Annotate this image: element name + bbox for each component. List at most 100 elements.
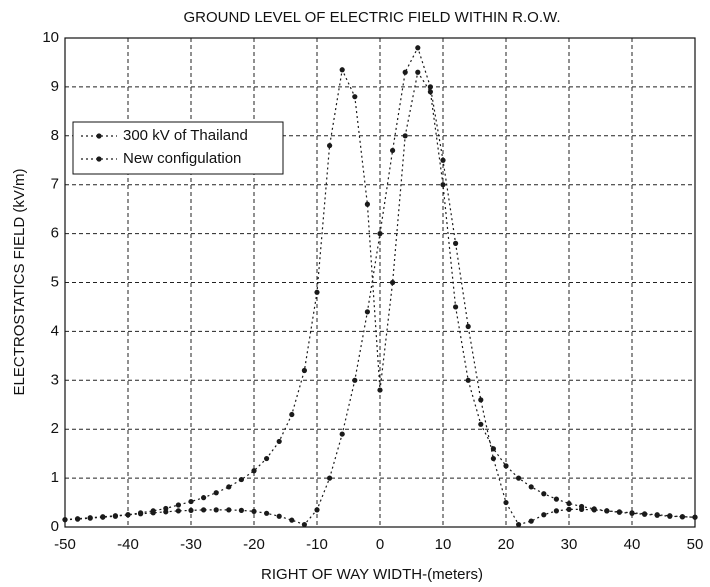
legend-label: New configulation bbox=[123, 150, 241, 167]
data-point bbox=[264, 510, 270, 516]
y-tick-label: 6 bbox=[51, 225, 59, 242]
data-point bbox=[352, 377, 358, 383]
data-point bbox=[541, 491, 547, 497]
data-point bbox=[125, 512, 131, 518]
data-point bbox=[201, 507, 207, 513]
data-point bbox=[604, 508, 610, 514]
data-point bbox=[427, 89, 433, 95]
data-point bbox=[62, 517, 68, 523]
y-tick-label: 8 bbox=[51, 127, 59, 144]
x-tick-label: -20 bbox=[243, 536, 265, 553]
x-tick-label: 40 bbox=[624, 536, 641, 553]
data-point bbox=[566, 506, 572, 512]
data-point bbox=[692, 514, 698, 520]
data-point bbox=[440, 157, 446, 163]
data-point bbox=[528, 518, 534, 524]
data-point bbox=[553, 508, 560, 514]
data-point bbox=[616, 509, 623, 515]
data-point bbox=[163, 509, 169, 515]
x-tick-label: 20 bbox=[498, 536, 515, 553]
data-point bbox=[478, 397, 484, 403]
x-axis-label: RIGHT OF WAY WIDTH-(meters) bbox=[261, 566, 483, 583]
data-point bbox=[377, 231, 383, 237]
y-tick-label: 4 bbox=[51, 322, 59, 339]
data-point bbox=[339, 67, 345, 73]
data-point bbox=[654, 512, 660, 518]
data-point bbox=[503, 499, 509, 506]
data-point bbox=[87, 515, 93, 521]
data-point bbox=[251, 468, 257, 474]
data-point bbox=[289, 517, 295, 523]
data-point bbox=[238, 476, 244, 483]
legend-label: 300 kV of Thailand bbox=[123, 127, 248, 144]
data-point bbox=[289, 411, 295, 418]
data-point bbox=[339, 431, 345, 437]
data-point bbox=[251, 508, 257, 514]
data-point bbox=[226, 484, 232, 490]
data-point bbox=[264, 455, 270, 462]
data-point bbox=[314, 507, 320, 513]
data-point bbox=[553, 496, 560, 502]
data-point bbox=[175, 502, 181, 508]
data-point bbox=[100, 514, 106, 520]
data-point bbox=[175, 508, 181, 514]
data-point bbox=[75, 516, 81, 522]
data-point bbox=[453, 304, 459, 310]
data-point bbox=[301, 521, 307, 528]
data-point bbox=[327, 142, 333, 149]
data-point bbox=[541, 512, 547, 518]
data-point bbox=[465, 377, 471, 383]
data-point bbox=[213, 507, 219, 513]
data-point bbox=[390, 279, 396, 286]
y-tick-label: 3 bbox=[51, 371, 59, 388]
x-tick-label: -50 bbox=[54, 536, 76, 553]
x-tick-label: -10 bbox=[306, 536, 328, 553]
data-point bbox=[402, 133, 408, 139]
y-tick-label: 0 bbox=[51, 518, 59, 535]
data-point bbox=[377, 387, 383, 393]
y-tick-label: 1 bbox=[51, 469, 59, 486]
data-point bbox=[579, 506, 585, 512]
data-point bbox=[566, 500, 572, 507]
legend-marker bbox=[96, 156, 102, 162]
data-point bbox=[667, 513, 673, 519]
data-point bbox=[390, 147, 396, 154]
data-point bbox=[415, 45, 421, 51]
y-tick-label: 2 bbox=[51, 420, 59, 437]
legend-box bbox=[72, 121, 284, 175]
data-point bbox=[201, 495, 207, 501]
data-point bbox=[427, 84, 433, 90]
x-tick-label: -30 bbox=[180, 536, 202, 553]
data-point bbox=[415, 69, 421, 75]
data-point bbox=[591, 507, 597, 513]
data-point bbox=[112, 513, 118, 519]
data-point bbox=[138, 511, 144, 517]
data-point bbox=[238, 507, 244, 513]
y-axis-label: ELECTROSTATICS FIELD (kV/m) bbox=[11, 169, 28, 396]
y-tick-label: 9 bbox=[51, 78, 59, 95]
data-point bbox=[188, 498, 194, 505]
data-point bbox=[150, 510, 156, 516]
data-point bbox=[453, 240, 459, 246]
x-tick-label: 30 bbox=[561, 536, 578, 553]
data-point bbox=[213, 490, 219, 496]
data-point bbox=[226, 507, 232, 513]
plot-frame bbox=[64, 37, 696, 528]
y-tick-label: 10 bbox=[42, 29, 59, 46]
data-point bbox=[490, 455, 496, 462]
data-point bbox=[478, 421, 484, 427]
data-point bbox=[465, 323, 471, 330]
data-point bbox=[528, 484, 534, 490]
y-tick-label: 5 bbox=[51, 273, 59, 290]
data-point bbox=[503, 463, 509, 469]
data-point bbox=[276, 438, 282, 445]
data-point bbox=[276, 513, 282, 519]
data-point bbox=[364, 309, 370, 315]
data-point bbox=[327, 475, 333, 481]
data-point bbox=[314, 289, 320, 295]
data-point bbox=[301, 367, 307, 374]
legend-marker bbox=[96, 133, 102, 139]
data-point bbox=[188, 507, 194, 513]
data-point bbox=[516, 475, 522, 481]
